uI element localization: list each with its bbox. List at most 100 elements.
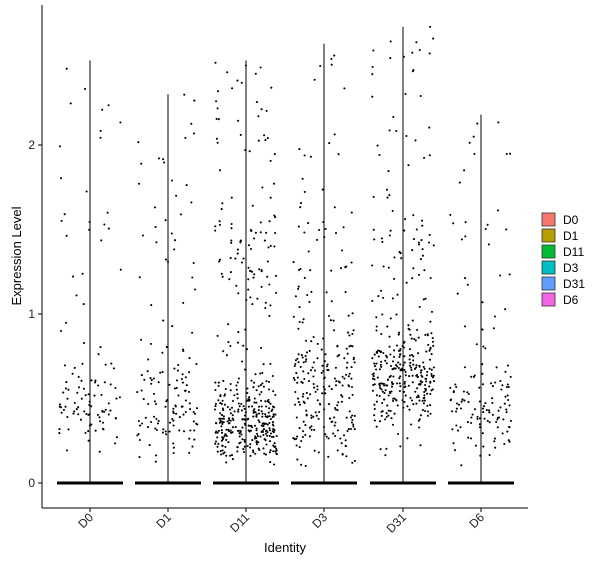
point-D3 bbox=[310, 428, 313, 431]
point-D31 bbox=[378, 382, 381, 385]
point-D1 bbox=[142, 398, 145, 401]
x-axis-title: Identity bbox=[264, 540, 306, 555]
point-D31 bbox=[381, 313, 384, 316]
point-D11 bbox=[250, 229, 253, 233]
point-D6 bbox=[481, 301, 484, 304]
point-D0 bbox=[64, 405, 67, 408]
point-D0 bbox=[63, 364, 67, 367]
point-D31 bbox=[417, 243, 421, 246]
point-D6 bbox=[466, 283, 469, 286]
point-D0 bbox=[65, 321, 68, 324]
point-D31 bbox=[398, 355, 401, 359]
point-D11 bbox=[257, 385, 260, 388]
point-D11 bbox=[249, 429, 252, 432]
point-D11 bbox=[249, 446, 252, 449]
point-D11 bbox=[222, 350, 225, 353]
point-D6 bbox=[456, 429, 460, 432]
point-D31 bbox=[404, 370, 407, 374]
point-D6 bbox=[508, 404, 511, 407]
point-D0 bbox=[90, 405, 93, 408]
point-D31 bbox=[399, 445, 402, 448]
point-D11 bbox=[255, 436, 258, 440]
point-D6 bbox=[507, 398, 510, 402]
point-D31 bbox=[413, 337, 416, 341]
point-D31 bbox=[389, 40, 392, 43]
point-D31 bbox=[423, 394, 426, 397]
point-D0 bbox=[59, 177, 63, 180]
point-D1 bbox=[153, 206, 157, 209]
point-D0 bbox=[88, 424, 91, 427]
point-D3 bbox=[297, 287, 300, 290]
point-D31 bbox=[419, 380, 422, 383]
point-D3 bbox=[336, 345, 339, 348]
series-D3 bbox=[291, 43, 357, 485]
point-D11 bbox=[216, 450, 219, 453]
point-D6 bbox=[484, 227, 487, 231]
point-D31 bbox=[403, 340, 406, 343]
point-D31 bbox=[375, 425, 378, 428]
point-D11 bbox=[226, 405, 229, 409]
legend-label: D1 bbox=[563, 229, 579, 243]
point-D11 bbox=[219, 412, 222, 415]
point-D11 bbox=[222, 436, 225, 439]
point-D6 bbox=[474, 444, 477, 447]
legend-label: D3 bbox=[563, 261, 579, 275]
point-D6 bbox=[460, 400, 463, 403]
point-D0 bbox=[87, 439, 90, 442]
point-D3 bbox=[313, 428, 316, 431]
point-D11 bbox=[268, 314, 271, 317]
point-D3 bbox=[300, 439, 303, 443]
point-D11 bbox=[264, 301, 267, 304]
point-D11 bbox=[219, 419, 222, 422]
point-D11 bbox=[229, 382, 232, 386]
point-D0 bbox=[84, 394, 87, 397]
point-D11 bbox=[219, 395, 222, 398]
point-D3 bbox=[303, 401, 306, 405]
point-D31 bbox=[417, 375, 420, 379]
legend-key-D6 bbox=[541, 292, 556, 307]
point-D6 bbox=[489, 382, 493, 385]
point-D31 bbox=[375, 400, 378, 403]
point-D31 bbox=[393, 349, 396, 352]
point-D11 bbox=[247, 288, 250, 291]
point-D6 bbox=[499, 274, 502, 277]
point-D31 bbox=[420, 369, 423, 372]
point-D0 bbox=[97, 384, 100, 387]
point-D1 bbox=[147, 402, 150, 406]
point-D31 bbox=[395, 313, 398, 316]
point-D3 bbox=[307, 222, 310, 225]
point-D1 bbox=[193, 438, 196, 441]
point-D11 bbox=[217, 384, 220, 387]
point-D3 bbox=[319, 403, 322, 406]
point-D1 bbox=[137, 141, 140, 144]
point-D1 bbox=[170, 232, 173, 235]
point-D31 bbox=[417, 419, 420, 422]
point-D11 bbox=[223, 434, 226, 438]
point-D11 bbox=[272, 413, 275, 416]
point-D11 bbox=[213, 408, 217, 411]
point-D0 bbox=[71, 372, 74, 375]
x-tick-label: D11 bbox=[227, 510, 252, 535]
point-D11 bbox=[240, 81, 243, 84]
point-D11 bbox=[222, 409, 225, 412]
point-D11 bbox=[262, 425, 265, 428]
point-D31 bbox=[379, 448, 382, 451]
point-D31 bbox=[432, 366, 435, 369]
point-D3 bbox=[346, 361, 349, 364]
point-D31 bbox=[385, 362, 388, 365]
point-D3 bbox=[334, 384, 338, 387]
point-D3 bbox=[327, 369, 330, 372]
point-D6 bbox=[508, 426, 511, 429]
point-D31 bbox=[403, 355, 406, 358]
point-D31 bbox=[373, 365, 377, 368]
point-D11 bbox=[231, 87, 234, 90]
point-D3 bbox=[352, 356, 355, 359]
point-D3 bbox=[306, 397, 309, 400]
point-D11 bbox=[253, 397, 256, 400]
point-D1 bbox=[148, 444, 151, 447]
point-D31 bbox=[401, 399, 404, 402]
point-D6 bbox=[449, 386, 452, 389]
point-D31 bbox=[425, 350, 428, 353]
point-D31 bbox=[401, 367, 404, 370]
point-D3 bbox=[350, 385, 354, 389]
